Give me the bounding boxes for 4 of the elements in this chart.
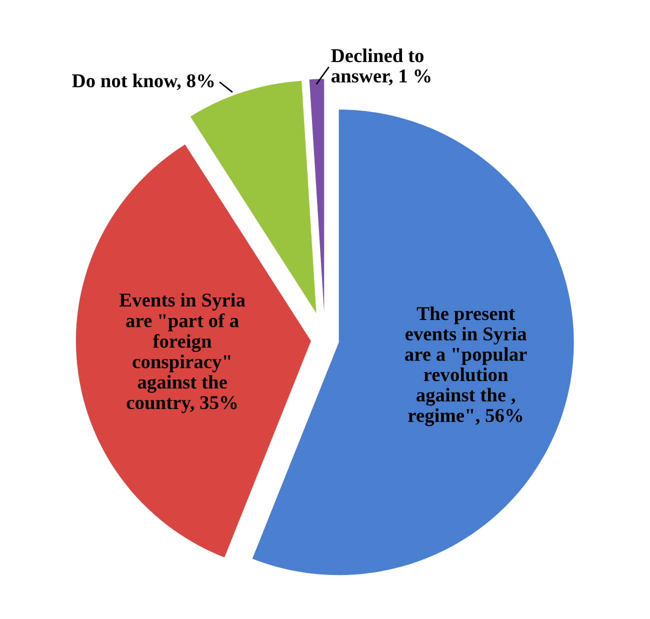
slice-label: Declined to answer, 1 %: [331, 48, 430, 86]
slice-label: Do not know, 8%: [72, 74, 214, 90]
slice-label: Events in Syria are "part of a foreign conspiracy" against the country, 35%: [119, 292, 246, 414]
slice-label: The present events in Syria are a "popular revolution against the , regime", 56%: [405, 306, 527, 426]
